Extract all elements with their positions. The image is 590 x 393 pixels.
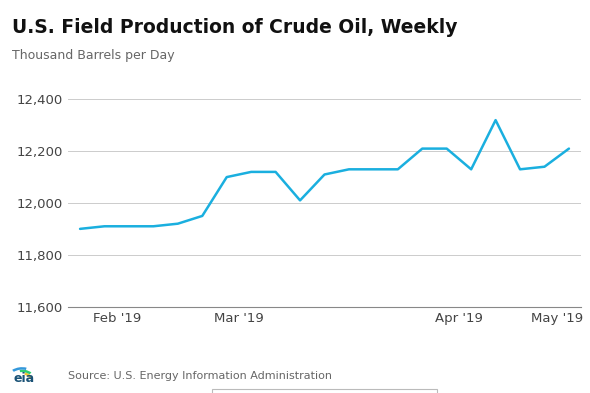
Wedge shape <box>19 370 31 375</box>
Legend: Series ID: PET.WCRFPUS2.W: Series ID: PET.WCRFPUS2.W <box>212 389 437 393</box>
Text: Source: U.S. Energy Information Administration: Source: U.S. Energy Information Administ… <box>68 371 332 381</box>
Text: eia: eia <box>14 372 35 385</box>
Wedge shape <box>12 367 27 372</box>
Text: U.S. Field Production of Crude Oil, Weekly: U.S. Field Production of Crude Oil, Week… <box>12 18 457 37</box>
Wedge shape <box>24 373 32 379</box>
Text: Thousand Barrels per Day: Thousand Barrels per Day <box>12 49 175 62</box>
